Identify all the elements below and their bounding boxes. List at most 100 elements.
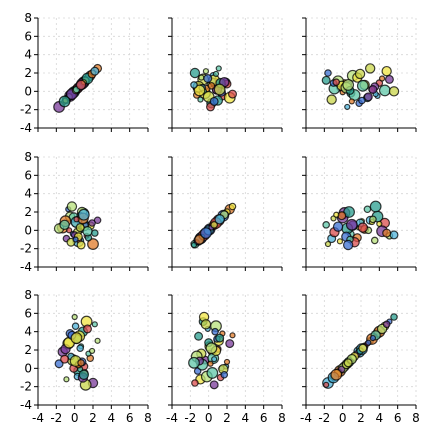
data-point — [365, 339, 372, 346]
data-point — [206, 367, 219, 379]
data-point — [188, 356, 200, 369]
y-tick-label: 6 — [24, 29, 32, 43]
data-point — [332, 221, 344, 232]
data-point — [368, 84, 378, 94]
data-point — [336, 238, 344, 245]
data-point — [75, 79, 87, 91]
data-point — [76, 344, 84, 352]
data-point — [71, 313, 78, 321]
data-point — [211, 327, 219, 336]
data-point — [382, 228, 392, 238]
data-point — [73, 216, 80, 223]
y-tick-label: 4 — [24, 48, 32, 62]
y-tick-label: -4 — [20, 121, 32, 135]
data-point — [323, 381, 330, 388]
data-point — [207, 360, 214, 367]
data-point — [202, 68, 210, 75]
data-point — [76, 240, 86, 250]
data-point — [200, 319, 212, 330]
y-tick-label: -2 — [20, 380, 32, 394]
data-point — [66, 227, 73, 234]
data-point — [60, 354, 70, 364]
x-tick-label: 0 — [205, 411, 213, 425]
data-point — [189, 67, 201, 79]
x-tick-label: -4 — [32, 411, 44, 425]
y-tick-label: -4 — [20, 260, 32, 274]
panel-2-1: 8 6 4 2 0 -2 -4 — [20, 150, 149, 274]
y-tick-label: -2 — [20, 103, 32, 117]
data-point — [63, 376, 70, 383]
x-tick-label: -2 — [184, 411, 196, 425]
data-point — [72, 236, 79, 243]
data-point — [77, 359, 85, 367]
data-point — [358, 343, 368, 353]
panel-3-2: -4 -2 0 2 4 6 8 — [166, 294, 286, 425]
points-group — [189, 65, 238, 112]
x-tick-label: -4 — [166, 411, 178, 425]
data-point — [378, 75, 386, 82]
data-point — [363, 205, 372, 214]
data-point — [75, 223, 85, 233]
x-tick-label: -2 — [50, 411, 62, 425]
y-tick-label: 0 — [24, 223, 32, 237]
data-point — [191, 379, 199, 387]
y-tick-label: -2 — [20, 242, 32, 256]
points-group — [190, 202, 237, 249]
x-tick-label: 6 — [394, 411, 402, 425]
data-point — [211, 356, 218, 363]
data-point — [370, 236, 379, 245]
data-point — [215, 333, 225, 343]
y-tick-label: 2 — [24, 205, 32, 219]
data-point — [77, 208, 90, 221]
data-point — [344, 103, 351, 111]
data-point — [88, 219, 96, 227]
data-point — [326, 94, 337, 105]
data-point — [389, 230, 399, 240]
x-tick-label: -2 — [318, 411, 330, 425]
points-group — [53, 201, 102, 250]
data-point — [210, 221, 218, 229]
data-point — [382, 320, 391, 329]
y-tick-label: 8 — [24, 288, 32, 302]
data-point — [200, 227, 212, 239]
data-point — [369, 215, 377, 224]
data-point — [390, 313, 398, 321]
data-point — [87, 238, 99, 250]
y-tick-label: 6 — [24, 168, 32, 182]
data-point — [378, 84, 391, 97]
data-point — [88, 347, 96, 355]
data-point — [209, 96, 219, 106]
data-point — [213, 83, 226, 96]
points-group — [54, 313, 101, 391]
data-point — [212, 70, 220, 78]
x-tick-label: 4 — [376, 411, 384, 425]
data-point — [228, 89, 238, 99]
y-tick-label: 0 — [24, 84, 32, 98]
data-point — [343, 358, 353, 368]
data-point — [198, 74, 205, 81]
points-group — [322, 313, 398, 389]
data-point — [384, 74, 394, 84]
data-point — [322, 221, 330, 229]
data-point — [369, 200, 382, 213]
data-point — [59, 219, 70, 231]
data-point — [332, 78, 341, 86]
points-group — [53, 63, 103, 113]
data-point — [209, 380, 219, 390]
y-tick-label: 8 — [24, 150, 32, 164]
x-tick-label: 0 — [71, 411, 79, 425]
y-tick-label: 6 — [24, 306, 32, 320]
data-point — [354, 68, 366, 80]
data-point — [223, 358, 231, 366]
data-point — [225, 339, 235, 349]
data-point — [342, 79, 355, 91]
data-point — [190, 81, 198, 89]
y-tick-label: 0 — [24, 361, 32, 375]
x-tick-label: 8 — [144, 411, 152, 425]
data-point — [358, 96, 366, 105]
y-tick-label: -4 — [20, 398, 32, 412]
panel-3-3: -4 -2 0 2 4 6 8 — [300, 294, 420, 425]
points-group — [188, 311, 236, 390]
data-point — [363, 92, 373, 102]
